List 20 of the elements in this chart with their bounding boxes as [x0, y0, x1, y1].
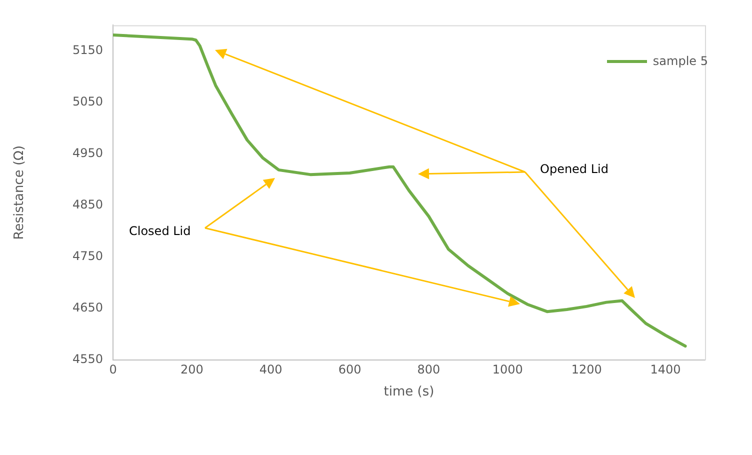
- x-tick-label: 200: [180, 362, 204, 376]
- x-tick-label: 0: [109, 362, 117, 376]
- y-tick-label: 4650: [72, 300, 103, 315]
- y-tick-label: 4950: [72, 146, 103, 160]
- y-tick-label: 4750: [72, 249, 103, 264]
- annotation: Opened Lid: [540, 162, 609, 176]
- x-tick-label: 600: [338, 362, 362, 376]
- y-tick-label: 5150: [72, 43, 103, 58]
- x-axis-title: time (s): [384, 384, 434, 400]
- y-axis-title: Resistance (Ω): [12, 145, 28, 240]
- x-tick-label: 1000: [492, 362, 523, 376]
- annotation: Closed Lid: [129, 224, 191, 238]
- x-tick-label: 1200: [571, 362, 602, 376]
- y-tick-label: 4850: [72, 198, 103, 212]
- y-tick-label: 5050: [72, 94, 103, 109]
- x-tick-label: 1400: [650, 362, 681, 376]
- legend-label: sample 5: [652, 54, 708, 68]
- x-tick-label: 800: [417, 362, 440, 376]
- x-tick-label: 400: [259, 362, 282, 376]
- y-tick-label: 4550: [72, 352, 103, 366]
